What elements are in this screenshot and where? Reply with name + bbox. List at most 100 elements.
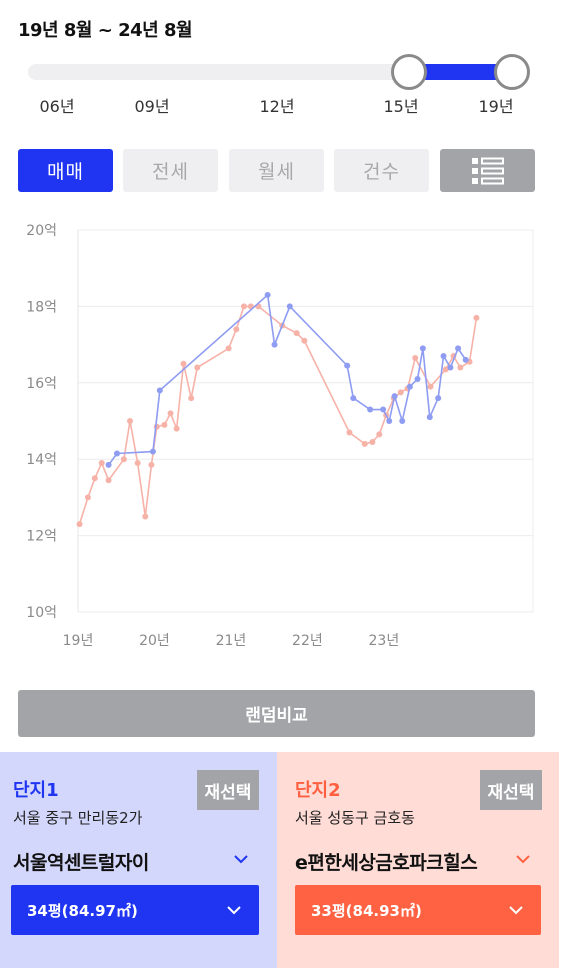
series-2-point (361, 440, 368, 447)
series-2-point (98, 460, 105, 467)
series-2-point (233, 326, 240, 333)
price-chart: 20억 18억 16억 14억 12억 10억 19년 20년 21년 22년 23년 (0, 210, 566, 660)
random-compare-button[interactable]: 랜덤비교 (18, 690, 535, 737)
x-tick-label: 23년 (369, 633, 400, 649)
complex2-size-value: 33평(84.93㎡) (311, 901, 422, 920)
series-1-point (462, 356, 469, 363)
period-slider-range (410, 64, 512, 80)
complex1-name[interactable]: 서울역센트럴자이 (13, 852, 149, 874)
complex2-name[interactable]: e편한세상금호파크힐스 (295, 852, 478, 874)
series-1-point (149, 448, 156, 455)
slider-tick-label: 19년 (478, 97, 514, 116)
slider-tick-label: 09년 (134, 97, 170, 116)
chevron-down-icon[interactable] (232, 850, 250, 868)
series-1-point (455, 345, 462, 352)
chevron-down-icon[interactable] (514, 850, 532, 868)
series-2-point (161, 421, 168, 428)
complex1-title: 단지1 (13, 780, 59, 801)
complex2-reselect-button[interactable]: 재선택 (480, 770, 542, 810)
series-1-point (114, 450, 120, 457)
x-tick-label: 22년 (292, 633, 323, 649)
series-2-point (188, 395, 195, 402)
series-1-point (391, 393, 398, 400)
complex1-address: 서울 중구 만리동2가 (13, 809, 143, 827)
slider-tick-label: 06년 (39, 97, 75, 116)
series-2-point (134, 460, 141, 467)
series-1-point (156, 387, 163, 394)
series-2-point (142, 513, 149, 520)
series-2-line (78, 305, 478, 525)
series-2-point (167, 410, 174, 417)
series-2-point (120, 456, 127, 463)
complex1-reselect-button[interactable]: 재선택 (197, 770, 259, 810)
y-tick-label: 18억 (26, 299, 57, 315)
y-tick-label: 10억 (26, 605, 57, 621)
series-1-point (406, 383, 413, 390)
complex1-size-value: 34평(84.97㎡) (27, 901, 138, 920)
period-slider-end-handle[interactable] (494, 54, 530, 90)
complex1-panel: 단지1 재선택 서울 중구 만리동2가 서울역센트럴자이 34평(84.97㎡) (0, 752, 277, 968)
complex2-address: 서울 성동구 금호동 (295, 809, 415, 827)
complex1-size-select[interactable]: 34평(84.97㎡) (11, 885, 259, 935)
series-2-point (473, 314, 480, 321)
series-1-point (264, 291, 271, 298)
x-tick-label: 21년 (216, 633, 247, 649)
series-2-point (173, 425, 180, 432)
series-1-point (440, 353, 447, 360)
series-2-point (301, 337, 308, 344)
series-2-point (91, 475, 98, 482)
chevron-down-icon (509, 906, 523, 915)
slider-tick-label: 15년 (383, 97, 419, 116)
slider-tick-label: 12년 (259, 97, 295, 116)
series-1-point (386, 418, 393, 424)
complex2-size-select[interactable]: 33평(84.93㎡) (295, 885, 541, 935)
series-2-point (84, 494, 91, 501)
series-2-point (376, 431, 383, 438)
chevron-down-icon (227, 906, 241, 915)
series-2-point (148, 461, 155, 468)
series-2-point (442, 366, 449, 373)
series-1-point (286, 303, 293, 310)
series-1-point (350, 395, 357, 402)
complex2-title: 단지2 (295, 780, 341, 801)
series-1-line (107, 293, 467, 466)
tab-sale[interactable]: 매매 (18, 149, 113, 192)
series-2-point (240, 303, 247, 310)
panel-edge (559, 752, 566, 968)
series-1-point (447, 364, 454, 371)
tab-jeonse[interactable]: 전세 (123, 149, 218, 192)
series-2-point (397, 389, 404, 396)
series-2-point (105, 477, 112, 484)
list-view-icon (471, 157, 504, 184)
series-2-point (412, 354, 419, 361)
period-title: 19년 8월 ~ 24년 8월 (18, 20, 193, 41)
series-1-point (367, 406, 374, 413)
series-1-point (399, 418, 406, 424)
y-tick-label: 12억 (26, 529, 57, 545)
y-tick-label: 20억 (26, 223, 57, 239)
series-2-point (457, 364, 464, 371)
series-2-point (194, 364, 201, 371)
complex2-panel: 단지2 재선택 서울 성동구 금호동 e편한세상금호파크힐스 33평(84.93… (277, 752, 559, 968)
series-2-point (346, 429, 353, 436)
series-1-point (419, 345, 426, 352)
view-toggle-button[interactable] (440, 149, 535, 192)
series-1-point (414, 375, 421, 382)
series-1-point (271, 341, 278, 348)
x-tick-label: 20년 (139, 633, 170, 649)
series-2-point (427, 383, 434, 390)
series-1-point (380, 406, 387, 413)
period-slider-start-handle[interactable] (391, 54, 427, 90)
series-2-point (180, 360, 187, 367)
y-tick-label: 16억 (26, 376, 57, 392)
series-2-point (127, 418, 133, 424)
series-1-point (435, 395, 442, 402)
tab-monthly-rent[interactable]: 월세 (229, 149, 324, 192)
series-1-point (105, 461, 112, 468)
series-2-point (293, 330, 300, 337)
price-chart-svg: 20억 18억 16억 14억 12억 10억 19년 20년 21년 22년 23년 (26, 223, 534, 649)
series-2-point (369, 439, 376, 446)
x-tick-label: 19년 (63, 633, 94, 649)
series-2-point (225, 345, 232, 352)
tab-count[interactable]: 건수 (334, 149, 429, 192)
